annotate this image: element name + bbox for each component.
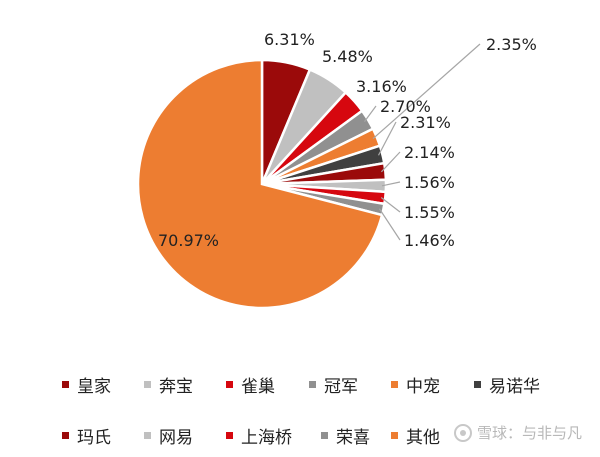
- legend-item: 荣喜: [321, 423, 391, 448]
- leader-line: [378, 208, 401, 241]
- pie-slice: [136, 58, 384, 310]
- pie-chart: 6.31% 5.48% 3.16%2.70% 2.35% 2.31% 2.14% 1.56%…: [136, 30, 537, 310]
- slice-value-label: 1.55%: [404, 203, 455, 222]
- slice-value-label: 1.46%: [404, 231, 455, 250]
- legend-label: 冠军: [324, 377, 358, 397]
- slice-value-label: 1.56%: [404, 173, 455, 192]
- legend-item: 皇家: [62, 372, 144, 397]
- slice-value-label: 5.48%: [322, 47, 373, 66]
- legend-item: 网易: [144, 423, 226, 448]
- leader-line: [364, 105, 377, 122]
- slice-value-label: 2.14%: [404, 143, 455, 162]
- legend-label: 玛氏: [77, 428, 111, 448]
- legend-label: 皇家: [77, 377, 111, 397]
- legend-swatch: [474, 381, 481, 388]
- legend-item: 上海桥: [226, 423, 321, 448]
- legend-label: 上海桥: [241, 428, 292, 448]
- legend-label: 雀巢: [241, 377, 275, 397]
- legend-swatch: [321, 432, 328, 439]
- legend-swatch: [391, 381, 398, 388]
- legend-item: 玛氏: [62, 423, 144, 448]
- slice-value-label: 6.31%: [264, 30, 315, 49]
- legend-row-1: 皇家 奔宝 雀巢 冠军 中宠 易诺华: [62, 372, 574, 397]
- slice-value-label: 3.16%: [356, 77, 407, 96]
- legend-swatch: [62, 381, 69, 388]
- legend-row-2: 玛氏 网易 上海桥 荣喜 其他: [62, 423, 461, 448]
- legend-swatch: [144, 432, 151, 439]
- slice-value-label: 2.70%: [380, 97, 431, 116]
- slice-value-label: 70.97%: [158, 231, 219, 250]
- legend-label: 其他: [406, 428, 440, 448]
- leader-line: [380, 197, 401, 213]
- watermark: 雪球：与非与凡: [453, 422, 582, 443]
- legend-label: 易诺华: [489, 377, 540, 397]
- legend-item: 中宠: [391, 372, 474, 397]
- leader-line: [381, 181, 401, 187]
- legend-swatch: [226, 381, 233, 388]
- leader-line: [380, 151, 401, 173]
- legend-item: 其他: [391, 423, 461, 448]
- legend-item: 雀巢: [226, 372, 309, 397]
- leader-line: [377, 121, 397, 156]
- legend-label: 荣喜: [336, 428, 370, 448]
- legend-label: 奔宝: [159, 377, 193, 397]
- watermark-text: 雪球：与非与凡: [476, 424, 582, 442]
- legend-swatch: [144, 381, 151, 388]
- leader-line: [372, 43, 481, 140]
- legend-swatch: [62, 432, 69, 439]
- legend-swatch: [309, 381, 316, 388]
- legend-item: 奔宝: [144, 372, 226, 397]
- legend-label: 网易: [159, 428, 193, 448]
- slice-value-label: 2.35%: [486, 35, 537, 54]
- legend-item: 冠军: [309, 372, 391, 397]
- legend-label: 中宠: [406, 377, 440, 397]
- snowball-logo-icon: [453, 423, 472, 442]
- legend-swatch: [391, 432, 398, 439]
- legend-item: 易诺华: [474, 372, 574, 397]
- legend-swatch: [226, 432, 233, 439]
- slice-value-label: 2.31%: [400, 113, 451, 132]
